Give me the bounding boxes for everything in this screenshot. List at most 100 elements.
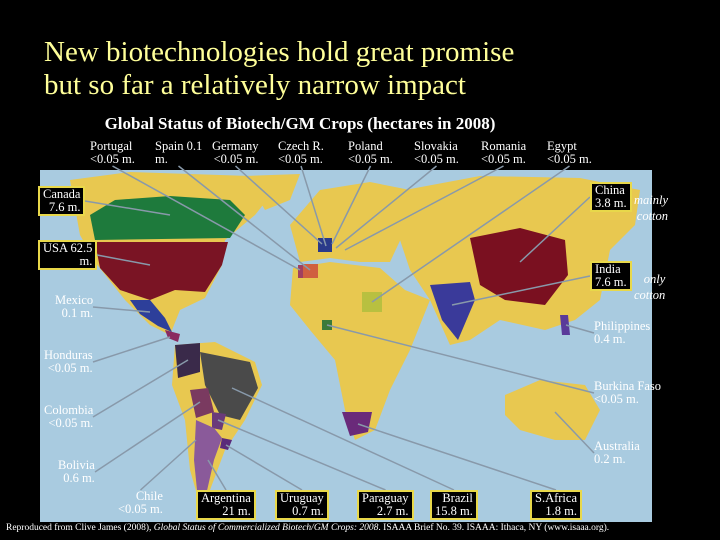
country-hectares: <0.05 m.	[278, 152, 323, 166]
country-name: Canada	[43, 187, 81, 201]
country-label: Philippines 0.4 m.	[594, 320, 650, 346]
country-name: S.Africa	[535, 491, 577, 505]
note-line: cotton	[634, 288, 666, 302]
country-label: Paraguay 2.7 m.	[357, 490, 414, 520]
country-hectares: 15.8 m.	[435, 504, 473, 518]
country-hectares: 0.6 m.	[63, 471, 95, 485]
country-name: Brazil	[442, 491, 473, 505]
country-name: Spain 0.1	[155, 139, 203, 153]
country-label: Burkina Faso <0.05 m.	[594, 380, 661, 406]
leader-line	[335, 165, 437, 249]
country-label: Australia 0.2 m.	[594, 440, 640, 466]
country-label: Brazil 15.8 m.	[430, 490, 478, 520]
country-label: Portugal <0.05 m.	[90, 140, 135, 166]
leader-line	[357, 423, 557, 491]
country-name: Colombia	[44, 403, 94, 417]
country-hectares: 7.6 m.	[48, 200, 81, 214]
leader-line	[84, 200, 171, 216]
country-hectares: <0.05 m.	[48, 416, 94, 430]
country-name: Burkina Faso	[594, 379, 662, 393]
country-name: China	[595, 183, 625, 197]
country-hectares: 21 m.	[222, 504, 251, 518]
country-hectares: <0.05 m.	[348, 152, 393, 166]
philippines	[560, 315, 570, 335]
country-hectares: <0.05 m.	[213, 152, 259, 166]
leader-line	[344, 165, 504, 251]
leader-line	[94, 401, 201, 473]
country-hectares: 3.8 m.	[595, 196, 627, 210]
leader-line	[326, 324, 595, 394]
leader-line	[92, 306, 151, 313]
bolivia	[190, 388, 214, 418]
country-hectares: 2.7 m.	[376, 504, 409, 518]
country-hectares: <0.05 m.	[481, 152, 526, 166]
country-name: Uruguay	[280, 491, 324, 505]
subtitle: Global Status of Biotech/GM Crops (hecta…	[104, 114, 496, 133]
label-note: mainly cotton	[634, 192, 668, 224]
leader-line	[519, 196, 591, 263]
country-name: Paraguay	[362, 491, 409, 505]
usa	[95, 242, 228, 300]
canada	[90, 196, 245, 240]
country-label: Canada 7.6 m.	[38, 186, 86, 216]
honduras	[165, 330, 180, 342]
country-label: Germany <0.05 m.	[212, 140, 259, 166]
country-label: Bolivia 0.6 m.	[58, 459, 95, 485]
leader-line	[231, 387, 455, 491]
leader-line	[139, 439, 197, 491]
country-name: India	[595, 262, 621, 276]
leader-line	[451, 275, 591, 306]
africa	[290, 262, 430, 440]
leader-line	[178, 165, 311, 271]
country-name: Slovakia	[414, 139, 458, 153]
country-label: Poland <0.05 m.	[348, 140, 393, 166]
leader-line	[234, 165, 323, 245]
country-name: Poland	[348, 139, 383, 153]
country-hectares: <0.05 m.	[547, 152, 592, 166]
country-label: Romania <0.05 m.	[481, 140, 526, 166]
india	[430, 282, 475, 340]
country-name: Philippines	[594, 319, 651, 333]
note-line: only	[643, 272, 666, 286]
leader-line	[300, 165, 327, 247]
country-name: Bolivia	[58, 458, 95, 472]
country-name: Argentina	[201, 491, 251, 505]
country-hectares: 0.7 m.	[292, 504, 324, 518]
leader-line	[371, 165, 570, 303]
country-hectares: m.	[155, 152, 168, 166]
country-name: Portugal	[90, 139, 133, 153]
country-hectares: 1.8 m.	[545, 504, 577, 518]
note-line: cotton	[636, 209, 669, 223]
greenland	[245, 174, 300, 210]
leader-line	[92, 336, 171, 363]
country-name: USA 62.5	[43, 241, 93, 255]
leader-line	[207, 459, 227, 491]
label-note: only cotton	[634, 271, 665, 303]
country-name: Honduras	[44, 348, 93, 362]
country-label: Colombia <0.05 m.	[44, 404, 93, 430]
note-line: mainly	[634, 193, 669, 207]
country-hectares: <0.05 m.	[90, 152, 135, 166]
country-hectares: <0.05 m.	[118, 502, 163, 516]
country-label: Mexico 0.1 m.	[55, 294, 93, 320]
portugal	[298, 265, 303, 278]
country-label: Egypt <0.05 m.	[547, 140, 592, 166]
country-name: Mexico	[55, 293, 94, 307]
footer-italic: Global Status of Commercialized Biotech/…	[153, 523, 379, 533]
title-line: New biotechnologies hold great promise	[44, 36, 515, 68]
country-label: Honduras <0.05 m.	[44, 349, 93, 375]
mexico	[130, 300, 172, 332]
country-hectares: <0.05 m.	[594, 392, 639, 406]
leader-line	[96, 254, 151, 266]
title-line: but so far a relatively narrow impact	[44, 69, 466, 101]
country-name: Romania	[481, 139, 527, 153]
country-name: Australia	[594, 439, 640, 453]
country-label: India 7.6 m.	[590, 261, 632, 291]
country-hectares: <0.05 m.	[414, 152, 459, 166]
south-africa	[342, 412, 372, 436]
leader-line	[331, 165, 372, 245]
country-label: Argentina 21 m.	[196, 490, 256, 520]
leader-line	[217, 419, 386, 491]
